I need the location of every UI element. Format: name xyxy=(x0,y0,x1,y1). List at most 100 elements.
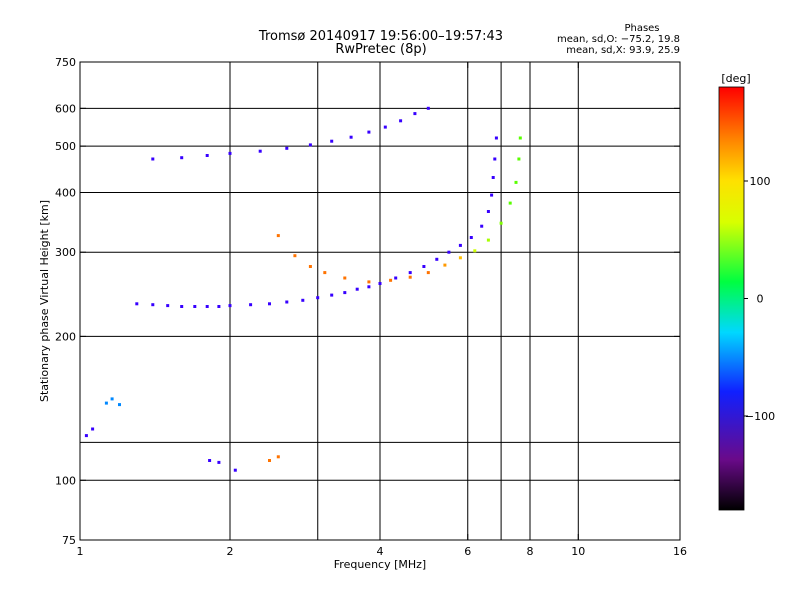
data-point xyxy=(104,401,108,405)
data-point xyxy=(205,305,209,308)
data-point xyxy=(499,221,503,225)
y-tick-label: 100 xyxy=(55,474,76,487)
data-point xyxy=(308,143,312,147)
data-point xyxy=(490,193,494,197)
data-point xyxy=(480,224,484,228)
data-point xyxy=(268,459,271,462)
colorbar-label: [deg] xyxy=(721,72,750,85)
data-point xyxy=(233,468,237,472)
x-tick-label: 16 xyxy=(673,545,687,558)
y-axis-ticks: 75 100 200 300 400 500 600 750 xyxy=(55,56,680,547)
data-point xyxy=(349,135,353,139)
colorbar-ticks: 100 0 −100 xyxy=(744,175,775,423)
data-point xyxy=(399,119,403,123)
data-point xyxy=(180,305,184,308)
data-point xyxy=(84,434,88,438)
data-point xyxy=(383,125,387,129)
data-point xyxy=(367,285,371,289)
data-point xyxy=(408,271,412,275)
data-point xyxy=(443,263,447,267)
data-point xyxy=(367,280,371,284)
data-point xyxy=(258,149,262,153)
data-point xyxy=(217,460,221,464)
x-axis-label: Frequency [MHz] xyxy=(334,558,426,571)
y-tick-label: 300 xyxy=(55,246,76,259)
legend-line-x: mean, sd,X: 93.9, 25.9 xyxy=(566,45,680,56)
data-point xyxy=(473,249,477,253)
x-tick-label: 10 xyxy=(571,545,585,558)
data-point xyxy=(518,136,522,140)
data-point xyxy=(249,303,253,307)
data-point xyxy=(135,302,139,306)
data-point xyxy=(180,156,184,160)
data-point xyxy=(285,300,289,304)
data-point xyxy=(426,271,430,275)
data-point xyxy=(447,250,451,254)
x-tick-label: 8 xyxy=(527,545,534,558)
data-point xyxy=(458,243,462,247)
data-point xyxy=(151,157,155,161)
colorbar-tick-label: 0 xyxy=(757,293,764,306)
x-tick-label: 4 xyxy=(377,545,384,558)
data-point xyxy=(493,157,497,161)
x-axis-ticks: 1 2 4 6 8 10 16 xyxy=(77,62,687,558)
data-point xyxy=(426,106,430,110)
y-tick-label: 75 xyxy=(62,534,76,547)
data-point xyxy=(276,234,280,238)
data-point xyxy=(408,275,412,279)
y-tick-label: 600 xyxy=(55,102,76,115)
grid-lines xyxy=(80,62,680,540)
y-tick-label: 400 xyxy=(55,186,76,199)
data-point xyxy=(166,304,170,308)
colorbar-tick-label: −100 xyxy=(745,410,775,423)
data-point xyxy=(330,139,334,143)
data-point xyxy=(276,455,280,459)
x-tick-label: 1 xyxy=(77,545,84,558)
data-point xyxy=(118,403,121,407)
data-point xyxy=(508,201,512,205)
data-point xyxy=(413,112,417,116)
y-tick-label: 750 xyxy=(55,56,76,69)
data-point xyxy=(343,276,347,280)
data-point xyxy=(389,278,393,282)
y-tick-label: 500 xyxy=(55,140,76,153)
data-point xyxy=(308,265,312,268)
data-point xyxy=(316,296,320,300)
data-point xyxy=(91,427,95,431)
data-point xyxy=(491,176,495,179)
data-point xyxy=(323,271,327,275)
data-point xyxy=(228,304,232,308)
data-point xyxy=(458,256,462,260)
data-point xyxy=(355,287,359,291)
data-point xyxy=(517,157,521,161)
data-point xyxy=(394,276,398,280)
data-points xyxy=(84,106,522,472)
data-point xyxy=(110,397,114,401)
legend-title: Phases xyxy=(624,23,659,34)
data-point xyxy=(330,293,334,297)
y-axis-label: Stationary phase Virtual Height [km] xyxy=(38,200,51,402)
data-point xyxy=(208,459,212,462)
data-point xyxy=(293,254,297,258)
x-tick-label: 6 xyxy=(464,545,471,558)
chart-title: Tromsø 20140917 19:56:00–19:57:43 xyxy=(258,29,503,44)
x-tick-label: 2 xyxy=(227,545,234,558)
data-point xyxy=(205,154,209,157)
data-point xyxy=(301,298,305,302)
data-point xyxy=(494,136,498,140)
legend-line-o: mean, sd,O: −75.2, 19.8 xyxy=(557,34,680,45)
data-point xyxy=(268,302,271,306)
data-point xyxy=(469,236,473,239)
data-point xyxy=(367,130,371,134)
data-point xyxy=(193,305,197,308)
colorbar-tick-label: 100 xyxy=(750,175,771,188)
data-point xyxy=(151,303,155,307)
data-point xyxy=(422,265,426,268)
data-point xyxy=(228,151,232,155)
chart-subtitle: RwPretec (8p) xyxy=(335,42,426,57)
y-tick-label: 200 xyxy=(55,330,76,343)
data-point xyxy=(486,210,490,213)
data-point xyxy=(285,146,289,150)
data-point xyxy=(435,257,439,261)
